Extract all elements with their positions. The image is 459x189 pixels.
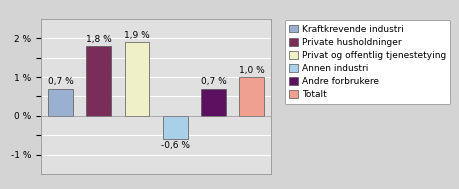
Bar (124, 42, 149, 116)
Text: -0,6 %: -0,6 % (161, 141, 190, 150)
Text: 1,0 %: 1,0 % (239, 66, 264, 75)
Text: 1,8 %: 1,8 % (86, 35, 112, 44)
Legend: Kraftkrevende industri, Private husholdninger, Privat og offentlig tjenestetying: Kraftkrevende industri, Private husholdn… (285, 20, 450, 104)
Text: 0,7 %: 0,7 % (201, 77, 226, 86)
Bar (239, 77, 264, 116)
Text: 0,7 %: 0,7 % (48, 77, 73, 86)
Text: 1,9 %: 1,9 % (124, 31, 150, 40)
Bar (163, 116, 188, 139)
Bar (201, 89, 226, 116)
Bar (86, 46, 111, 116)
Bar (48, 89, 73, 116)
